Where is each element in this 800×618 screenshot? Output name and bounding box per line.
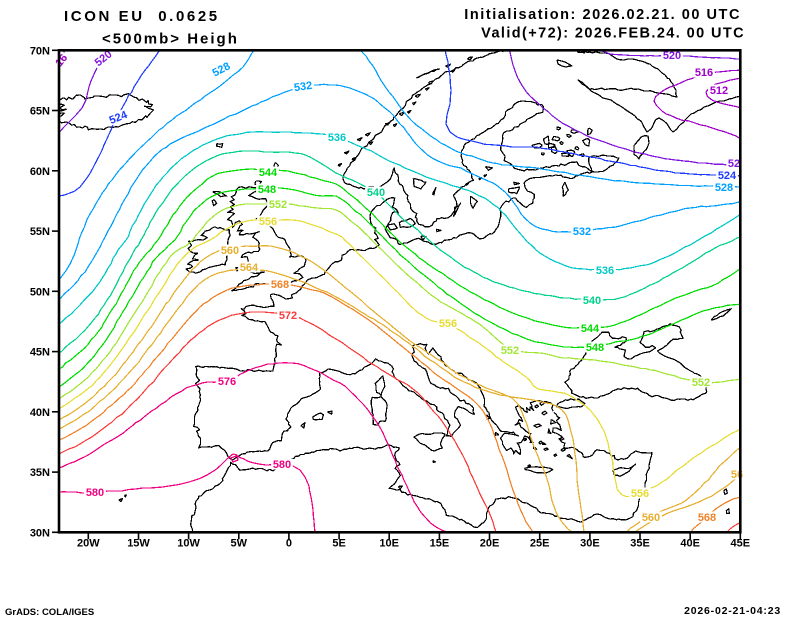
svg-text:65N: 65N xyxy=(30,106,50,118)
svg-text:560: 560 xyxy=(642,512,660,524)
svg-text:10E: 10E xyxy=(379,537,399,549)
svg-text:25E: 25E xyxy=(530,537,550,549)
svg-text:30E: 30E xyxy=(580,537,600,549)
svg-text:540: 540 xyxy=(367,187,385,199)
svg-text:556: 556 xyxy=(439,318,457,330)
svg-text:552: 552 xyxy=(692,377,710,389)
svg-text:52: 52 xyxy=(728,158,740,170)
svg-text:45E: 45E xyxy=(731,537,751,549)
svg-text:564: 564 xyxy=(240,262,259,274)
svg-text:556: 556 xyxy=(259,216,277,228)
svg-text:516: 516 xyxy=(695,67,713,79)
svg-text:10W: 10W xyxy=(177,537,200,549)
svg-text:532: 532 xyxy=(573,226,591,238)
svg-text:60N: 60N xyxy=(30,166,50,178)
svg-text:524: 524 xyxy=(718,170,737,182)
svg-text:548: 548 xyxy=(586,342,604,354)
svg-text:536: 536 xyxy=(596,265,614,277)
svg-text:552: 552 xyxy=(501,345,519,357)
svg-text:15E: 15E xyxy=(430,537,450,549)
svg-text:2026-02-21-04:23: 2026-02-21-04:23 xyxy=(684,605,781,617)
svg-text:Initialisation: 2026.02.21. 00: Initialisation: 2026.02.21. 00 UTC xyxy=(464,7,741,23)
svg-text:580: 580 xyxy=(273,459,291,471)
svg-text:520: 520 xyxy=(663,50,681,62)
svg-text:532: 532 xyxy=(293,80,313,94)
svg-text:45N: 45N xyxy=(30,347,50,359)
svg-text:568: 568 xyxy=(698,512,716,524)
svg-text:70N: 70N xyxy=(30,45,50,57)
svg-text:0: 0 xyxy=(286,537,292,549)
svg-text:552: 552 xyxy=(269,199,287,211)
svg-text:40E: 40E xyxy=(680,537,700,549)
svg-text:50N: 50N xyxy=(30,286,50,298)
svg-text:16: 16 xyxy=(53,52,70,69)
svg-text:35N: 35N xyxy=(30,467,50,479)
svg-text:512: 512 xyxy=(710,85,728,97)
svg-text:35E: 35E xyxy=(630,537,650,549)
svg-text:576: 576 xyxy=(218,376,236,388)
svg-text:556: 556 xyxy=(631,488,649,500)
svg-text:<500mb> Heigh: <500mb> Heigh xyxy=(102,31,239,48)
svg-text:528: 528 xyxy=(715,182,733,194)
svg-text:GrADS: COLA/IGES: GrADS: COLA/IGES xyxy=(5,607,94,618)
svg-text:15W: 15W xyxy=(127,537,150,549)
svg-text:30N: 30N xyxy=(30,527,50,539)
svg-text:572: 572 xyxy=(279,310,297,322)
svg-text:ICON EU 0.0625: ICON EU 0.0625 xyxy=(64,8,220,25)
svg-text:580: 580 xyxy=(86,487,104,499)
svg-text:20W: 20W xyxy=(77,537,100,549)
svg-text:536: 536 xyxy=(328,132,346,144)
svg-text:544: 544 xyxy=(259,167,278,179)
svg-text:560: 560 xyxy=(221,245,239,257)
svg-text:5W: 5W xyxy=(231,537,248,549)
svg-text:55N: 55N xyxy=(30,226,50,238)
svg-text:544: 544 xyxy=(581,323,600,335)
svg-text:568: 568 xyxy=(271,279,289,291)
svg-text:548: 548 xyxy=(258,184,276,196)
svg-text:40N: 40N xyxy=(30,407,50,419)
svg-text:5E: 5E xyxy=(332,537,345,549)
svg-text:20E: 20E xyxy=(480,537,500,549)
svg-text:540: 540 xyxy=(583,295,601,307)
svg-text:Valid(+72): 2026.FEB.24. 00 UT: Valid(+72): 2026.FEB.24. 00 UTC xyxy=(481,26,745,42)
